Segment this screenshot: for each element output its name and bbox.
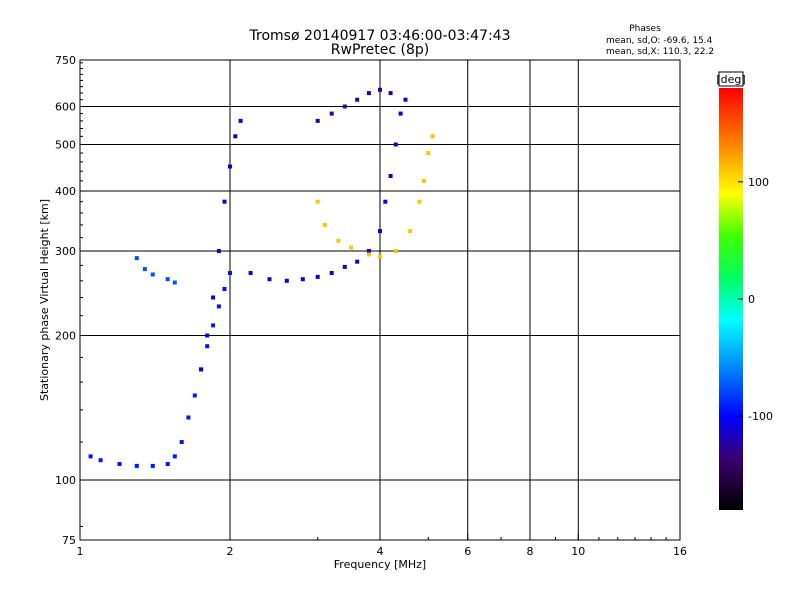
- colorbar-label: [deg]: [716, 73, 745, 86]
- y-tick-label: 200: [55, 330, 76, 343]
- echo-point: [199, 367, 204, 372]
- x-tick-label: 16: [673, 545, 687, 558]
- echo-point: [329, 271, 334, 275]
- axis-ticks: 1 2 4 6 8 10 16 75 100 200 300 400 500 600 750: [55, 54, 687, 558]
- echo-point: [216, 304, 221, 309]
- echo-point: [430, 134, 435, 139]
- echo-point: [228, 271, 232, 275]
- echo-point: [192, 393, 197, 398]
- echo-point: [216, 249, 221, 253]
- echo-point: [366, 252, 371, 257]
- stats-o-mode: mean, sd,O: -69.6, 15.4: [606, 36, 713, 46]
- echo-point: [222, 287, 227, 291]
- colorbar-tick-label: -100: [748, 410, 773, 423]
- echo-point: [336, 238, 341, 243]
- echo-point: [134, 463, 139, 468]
- echo-point: [233, 134, 238, 139]
- stats-heading: Phases: [629, 24, 661, 34]
- echo-point: [150, 463, 155, 468]
- echo-point: [329, 111, 334, 116]
- echo-point: [248, 271, 253, 275]
- echo-point: [342, 264, 347, 269]
- echo-point: [205, 333, 210, 338]
- echo-point: [378, 229, 382, 234]
- echo-point: [378, 254, 382, 259]
- echo-point: [117, 462, 122, 466]
- y-tick-label: 750: [55, 54, 76, 67]
- colorbar-tick-label: 100: [748, 176, 769, 189]
- echo-point: [378, 87, 382, 92]
- echo-point: [165, 462, 170, 466]
- echo-point: [172, 454, 177, 459]
- echo-point: [355, 259, 360, 264]
- echo-point: [403, 97, 408, 102]
- echo-point: [211, 323, 216, 328]
- colorbar-ticks: 100 0 -100: [738, 176, 773, 423]
- y-tick-label: 400: [55, 185, 76, 198]
- x-tick-label: 1: [77, 545, 84, 558]
- echo-point: [222, 199, 227, 204]
- echo-point: [355, 97, 360, 102]
- chart-subtitle: RwPretec (8p): [331, 42, 429, 58]
- echo-point: [88, 454, 93, 459]
- echo-point: [165, 277, 170, 282]
- echo-point: [366, 91, 371, 96]
- colorbar-tick-label: 0: [748, 293, 755, 306]
- x-tick-label: 10: [571, 545, 585, 558]
- echo-point: [426, 151, 431, 155]
- echo-point: [228, 164, 232, 169]
- echo-point: [150, 272, 155, 277]
- echo-point: [186, 415, 191, 420]
- y-tick-label: 600: [55, 101, 76, 114]
- echo-point: [315, 118, 320, 123]
- colorbar-label-box: [718, 71, 744, 87]
- echo-point: [393, 249, 398, 253]
- y-tick-label: 75: [62, 534, 76, 547]
- echo-point: [315, 274, 320, 279]
- echo-point: [211, 295, 216, 300]
- echo-point: [421, 178, 426, 183]
- echo-point: [205, 344, 210, 349]
- echo-point: [322, 222, 327, 227]
- echo-point: [349, 245, 354, 250]
- y-tick-label: 100: [55, 474, 76, 487]
- echo-point: [300, 277, 305, 282]
- stats-x-mode: mean, sd,X: 110.3, 22.2: [606, 47, 714, 57]
- x-tick-label: 2: [227, 545, 234, 558]
- chart-title: Tromsø 20140917 03:46:00-03:47:43: [249, 28, 511, 44]
- echo-point: [172, 280, 177, 285]
- echo-point: [408, 229, 413, 234]
- y-axis-label: Stationary phase Virtual Height [km]: [38, 199, 51, 401]
- echo-point: [383, 199, 388, 204]
- echo-points: [88, 87, 435, 468]
- y-tick-label: 300: [55, 245, 76, 258]
- echo-point: [284, 278, 289, 283]
- echo-point: [134, 256, 139, 261]
- y-tick-label: 500: [55, 139, 76, 152]
- x-tick-label: 8: [527, 545, 534, 558]
- echo-point: [393, 142, 398, 147]
- echo-point: [388, 91, 393, 96]
- echo-point: [388, 174, 393, 178]
- echo-point: [315, 199, 320, 204]
- echo-point: [267, 277, 272, 282]
- echo-point: [179, 440, 184, 444]
- echo-point: [398, 111, 403, 116]
- x-tick-label: 6: [464, 545, 471, 558]
- echo-point: [366, 249, 371, 253]
- plot-grid: [80, 60, 680, 540]
- echo-point: [142, 267, 147, 272]
- echo-point: [342, 104, 347, 109]
- echo-point: [238, 118, 243, 123]
- echo-point: [417, 199, 422, 204]
- x-axis-label: Frequency [MHz]: [334, 558, 426, 571]
- x-tick-label: 4: [377, 545, 384, 558]
- echo-point: [98, 458, 103, 463]
